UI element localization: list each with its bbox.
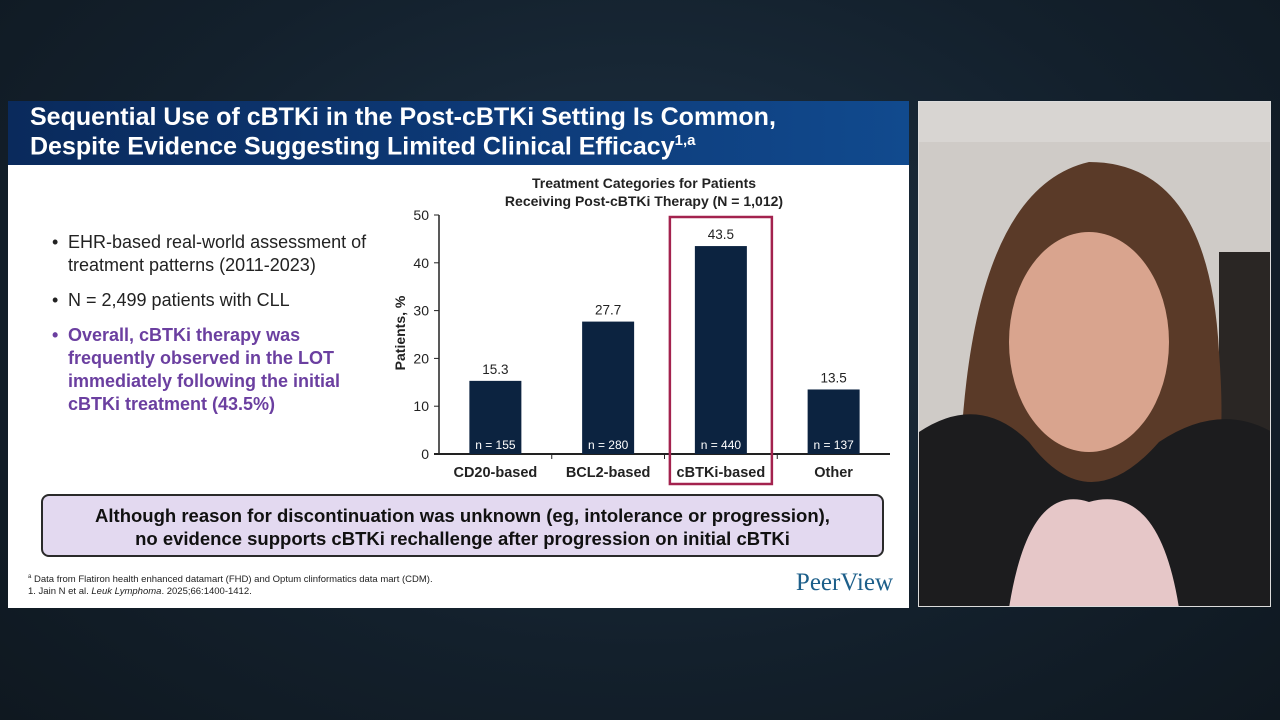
bullet-item: N = 2,499 patients with CLL <box>52 289 392 312</box>
bar-cd20-based <box>469 380 522 454</box>
y-tick-label: 30 <box>413 303 429 319</box>
ref-journal: Leuk Lymphoma <box>91 586 162 597</box>
slide-title-line1: Sequential Use of cBTKi in the Post-cBTK… <box>30 103 776 131</box>
bullet-item: EHR-based real-world assessment of treat… <box>52 231 392 277</box>
slide-title-line2: Despite Evidence Suggesting Limited Clin… <box>30 132 695 161</box>
ref-authors: 1. Jain N et al. <box>28 586 92 597</box>
chart-title-line1: Treatment Categories for Patients <box>532 175 756 191</box>
y-tick-label: 40 <box>413 255 429 271</box>
footnote-marker: a <box>28 574 32 580</box>
bar-bcl2-based <box>582 321 635 454</box>
y-tick-label: 50 <box>413 207 429 223</box>
category-label: BCL2-based <box>566 465 651 481</box>
category-label: Other <box>814 465 853 481</box>
slide-title-text: Despite Evidence Suggesting Limited Clin… <box>30 132 675 161</box>
n-label: n = 440 <box>701 438 742 452</box>
value-label: 13.5 <box>820 370 846 385</box>
callout-line1: Although reason for discontinuation was … <box>95 505 830 526</box>
value-label: 15.3 <box>482 362 508 377</box>
n-label: n = 137 <box>813 438 854 452</box>
face <box>1009 232 1169 452</box>
n-label: n = 280 <box>588 438 629 452</box>
footnote-a: a Data from Flatiron health enhanced dat… <box>28 574 433 585</box>
category-label: cBTKi-based <box>677 465 766 481</box>
value-label: 27.7 <box>595 303 621 318</box>
presenter-video-frame <box>919 102 1270 606</box>
peerview-logo: PeerView <box>795 569 893 596</box>
chart-title-line2: Receiving Post-cBTKi Therapy (N = 1,012) <box>505 193 783 209</box>
bar-other <box>807 389 860 454</box>
value-label: 43.5 <box>708 227 734 242</box>
bar-chart: Treatment Categories for Patients Receiv… <box>392 175 890 486</box>
highlight-box <box>668 215 774 486</box>
presenter-webcam <box>918 101 1271 607</box>
bullet-item-highlight: Overall, cBTKi therapy was frequently ob… <box>52 324 392 416</box>
y-tick-label: 20 <box>413 350 429 366</box>
reference: 1. Jain N et al. Leuk Lymphoma. 2025;66:… <box>28 586 252 597</box>
slide-title-bar: Sequential Use of cBTKi in the Post-cBTK… <box>8 101 909 165</box>
presentation-slide: Sequential Use of cBTKi in the Post-cBTK… <box>8 101 909 608</box>
bar-cbtki-based <box>694 246 747 454</box>
title-superscript: 1,a <box>674 132 696 149</box>
footnote-text: Data from Flatiron health enhanced datam… <box>33 574 433 586</box>
callout-line2: no evidence supports cBTKi rechallenge a… <box>135 528 790 549</box>
category-label: CD20-based <box>453 465 537 481</box>
y-tick-label: 10 <box>413 398 429 414</box>
y-axis-label: Patients, % <box>392 295 408 370</box>
y-tick-label: 0 <box>421 446 429 462</box>
bullet-list: EHR-based real-world assessment of treat… <box>52 231 392 428</box>
callout-box: Although reason for discontinuation was … <box>41 494 884 557</box>
n-label: n = 155 <box>475 438 516 452</box>
ref-details: . 2025;66:1400-1412. <box>161 586 252 597</box>
